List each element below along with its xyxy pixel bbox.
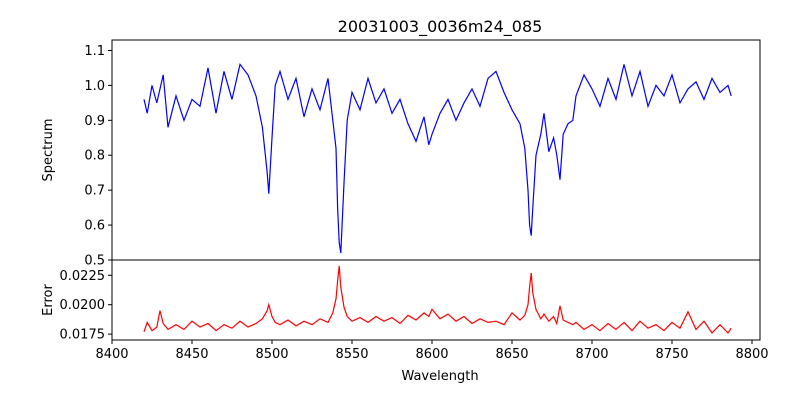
error-y-tick-label: 0.0200 bbox=[60, 298, 106, 313]
spectrum-y-tick-label: 1.0 bbox=[84, 79, 105, 94]
error-line bbox=[143, 265, 732, 334]
x-axis-label: Wavelength bbox=[401, 369, 478, 384]
error-y-tick-label: 0.0225 bbox=[60, 269, 106, 284]
error-axes-frame bbox=[111, 259, 761, 341]
spectrum-y-tick-label: 0.7 bbox=[84, 184, 105, 199]
spectrum-line bbox=[143, 63, 732, 254]
spectrum-y-axis-label: Spectrum bbox=[41, 119, 56, 182]
x-tick-label: 8550 bbox=[335, 347, 368, 362]
error-series bbox=[143, 265, 732, 334]
x-tick-label: 8600 bbox=[415, 347, 448, 362]
x-tick-label: 8700 bbox=[575, 347, 608, 362]
spectrum-y-tick-label: 1.1 bbox=[84, 44, 105, 59]
spectrum-y-tick-label: 0.9 bbox=[84, 114, 105, 129]
x-tick-label: 8500 bbox=[255, 347, 288, 362]
x-tick-label: 8750 bbox=[655, 347, 688, 362]
x-ticks: 8400 8450 8500 8550 8600 8650 8700 8750 8800 bbox=[95, 340, 769, 362]
x-tick-label: 8650 bbox=[495, 347, 528, 362]
spectrum-y-tick-label: 0.6 bbox=[84, 219, 105, 234]
x-tick-label: 8450 bbox=[175, 347, 208, 362]
x-tick-label: 8800 bbox=[735, 347, 768, 362]
spectrum-y-tick-label: 0.5 bbox=[84, 254, 105, 269]
error-y-axis-label: Error bbox=[41, 284, 56, 316]
spectrum-y-tick-label: 0.8 bbox=[84, 149, 105, 164]
chart-title: 20031003_0036m24_085 bbox=[338, 17, 543, 37]
spectrum-panel: 0.5 0.6 0.7 0.8 0.9 1.0 1.1 Spectrum bbox=[41, 39, 761, 269]
spectrum-y-ticks: 0.5 0.6 0.7 0.8 0.9 1.0 1.1 bbox=[84, 44, 112, 269]
x-tick-label: 8400 bbox=[95, 347, 128, 362]
spectrum-series bbox=[143, 63, 732, 254]
error-y-ticks: 0.0175 0.0200 0.0225 bbox=[60, 269, 112, 343]
error-y-tick-label: 0.0175 bbox=[60, 328, 106, 343]
